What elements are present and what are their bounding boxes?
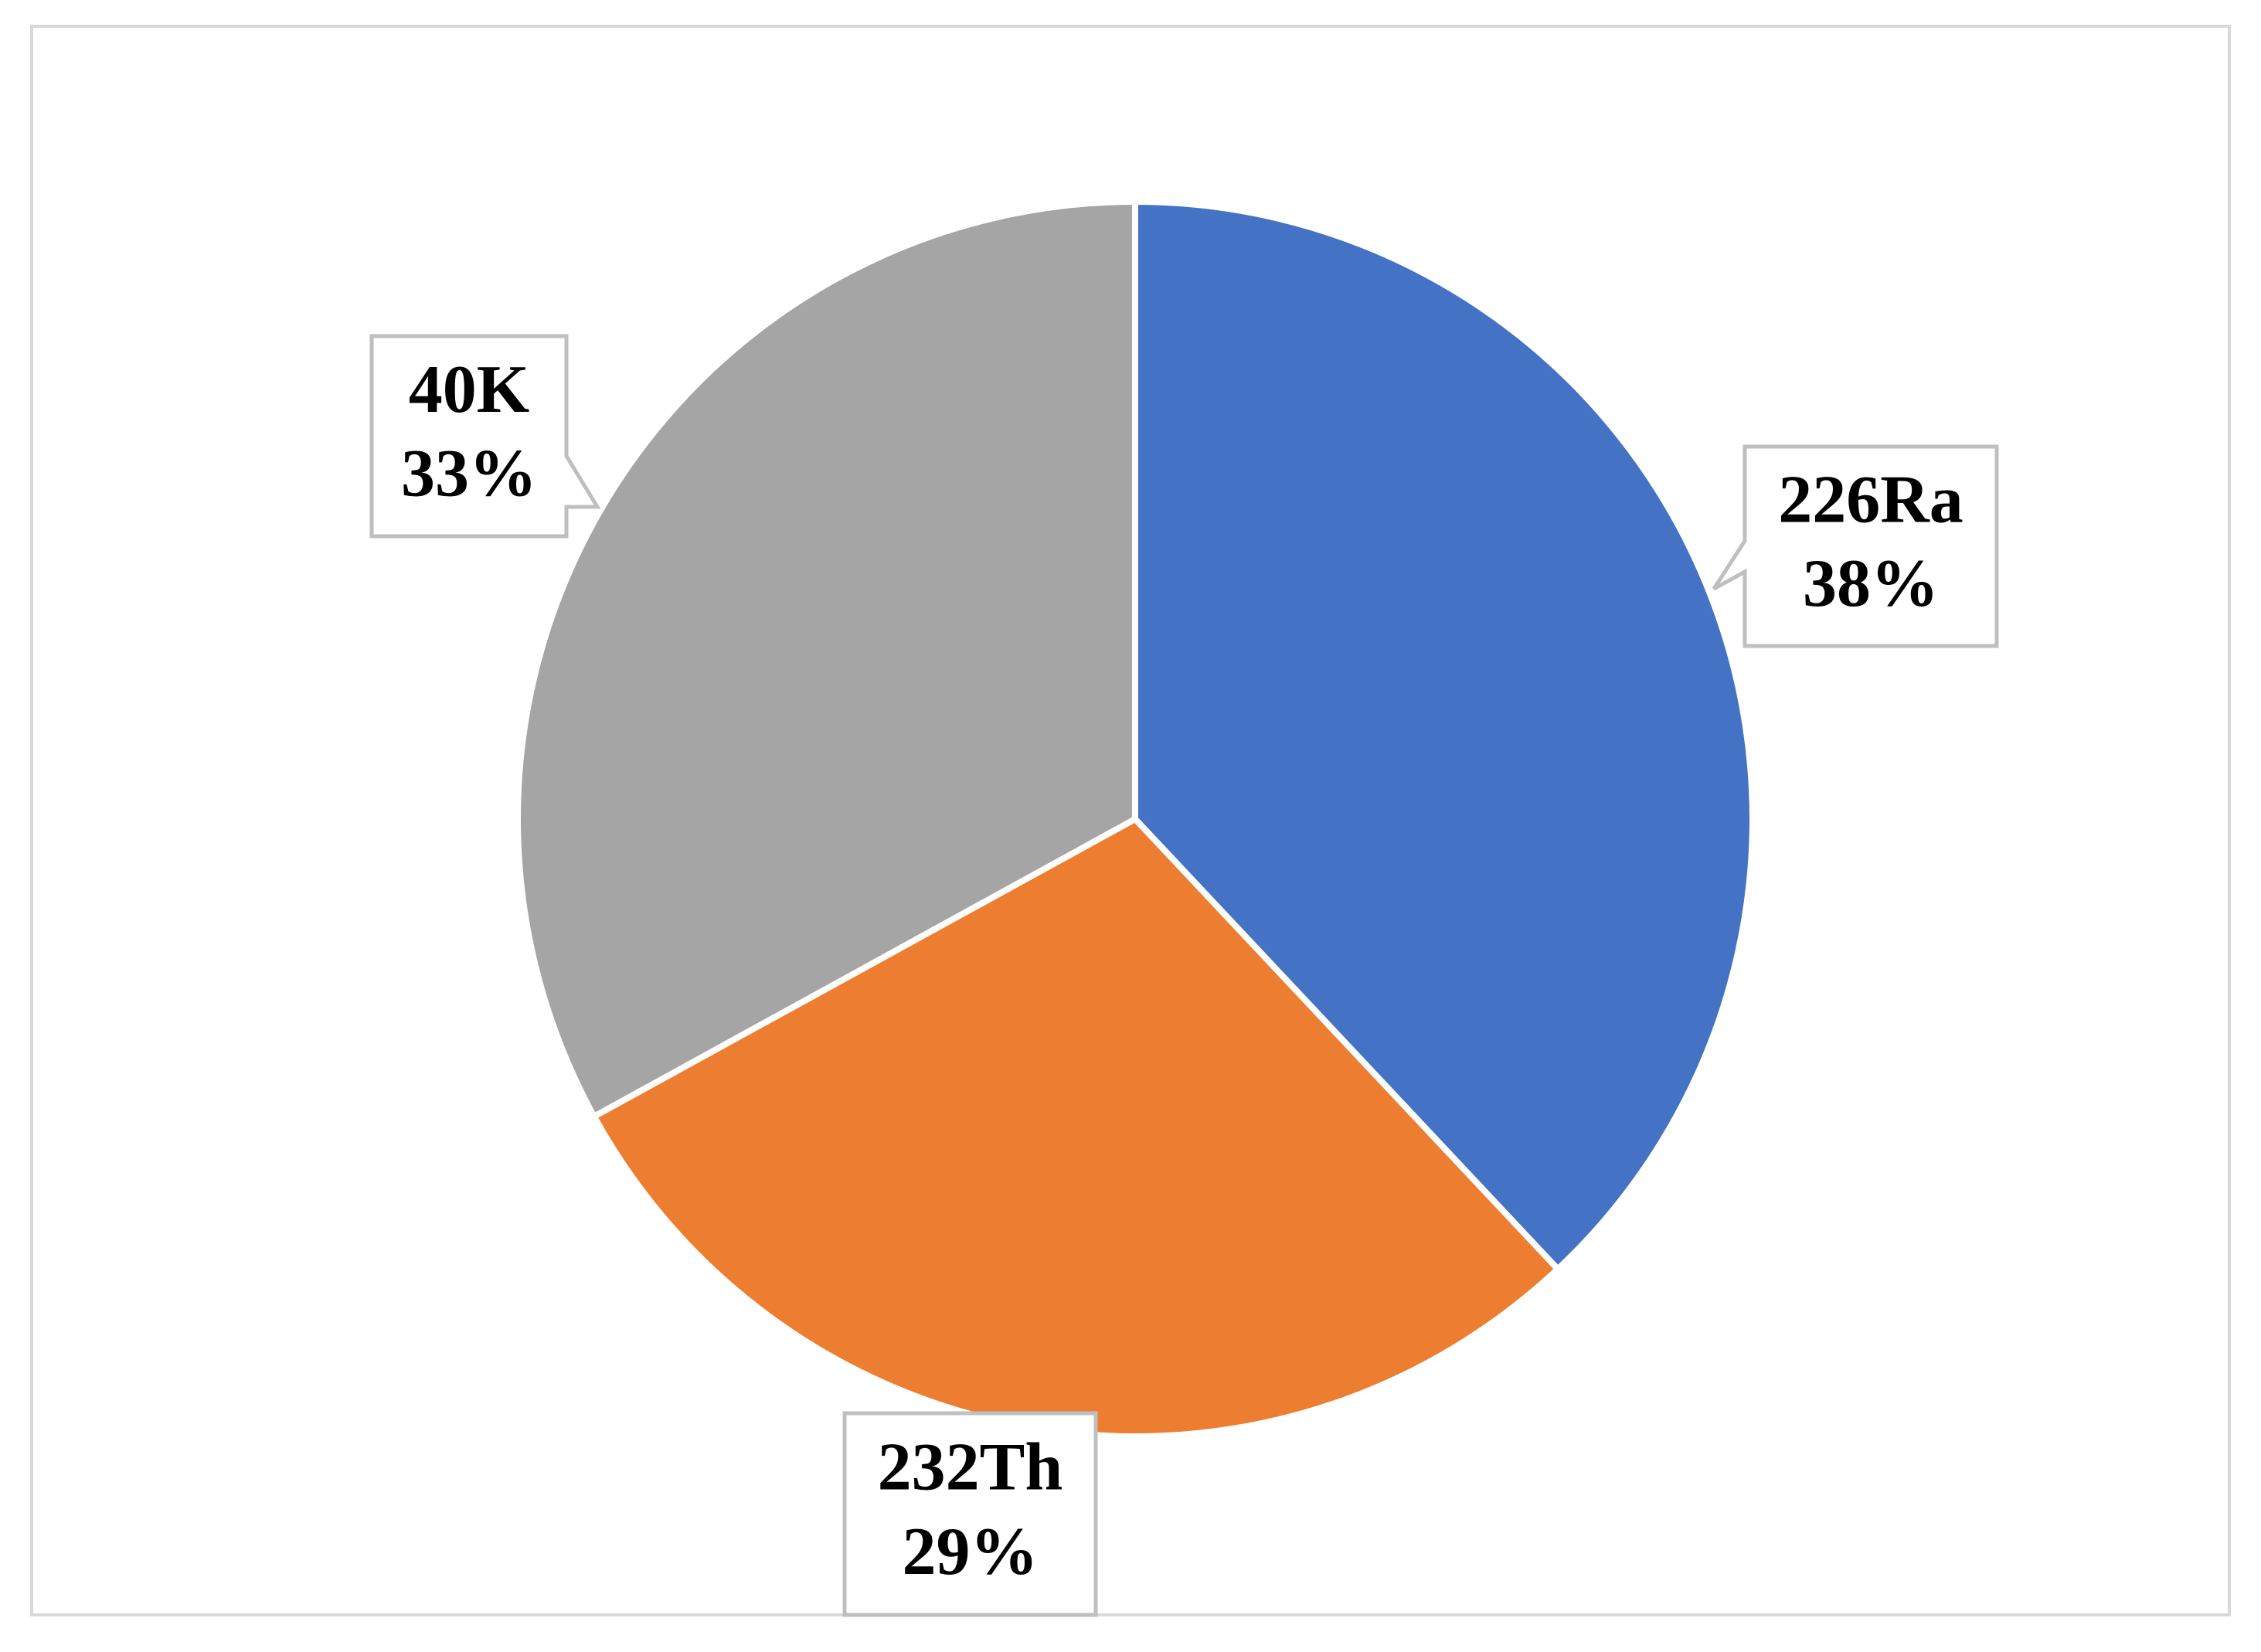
data-labels: 226Ra 38% 232Th 29% 40K 33%: [369, 334, 1999, 1617]
category-label: 226Ra: [1778, 463, 1964, 538]
value-label: 38%: [1803, 546, 1939, 621]
label-box: [842, 1411, 1098, 1617]
label-box: [1712, 444, 1999, 648]
value-label: 33%: [401, 437, 537, 512]
category-label: 40K: [409, 352, 529, 427]
value-label: 29%: [903, 1514, 1039, 1589]
pie: [515, 199, 1756, 1440]
category-label: 232Th: [878, 1429, 1063, 1504]
label-box: [369, 334, 601, 539]
pie-slice: [515, 199, 1138, 1120]
pie-slice: [1132, 199, 1756, 1273]
